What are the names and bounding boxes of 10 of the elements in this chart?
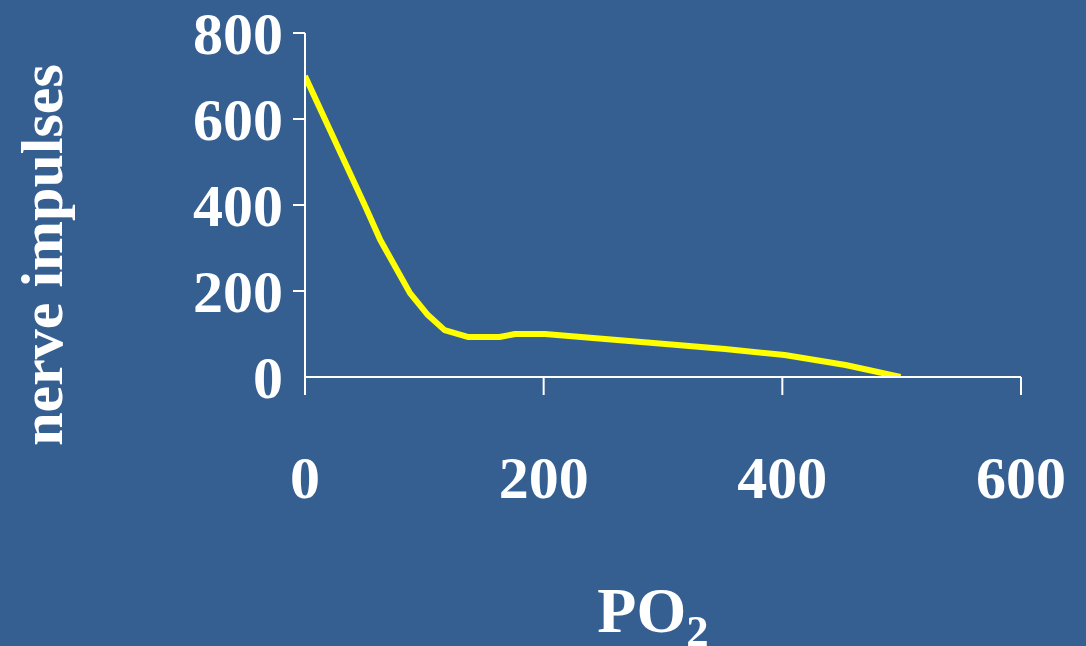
y-tick-label: 400 bbox=[193, 173, 283, 240]
x-tick-label: 600 bbox=[976, 444, 1066, 511]
x-tick-label: 400 bbox=[737, 444, 828, 511]
y-tick-label: 800 bbox=[193, 1, 283, 68]
y-tick-label: 0 bbox=[253, 345, 283, 412]
y-tick-label: 200 bbox=[193, 259, 283, 326]
y-tick-label: 600 bbox=[193, 87, 283, 154]
x-tick-label: 200 bbox=[498, 444, 589, 511]
y-axis-title: nerve impulses bbox=[8, 64, 75, 446]
x-axis-title: PO$_{2}$ bbox=[597, 575, 709, 646]
